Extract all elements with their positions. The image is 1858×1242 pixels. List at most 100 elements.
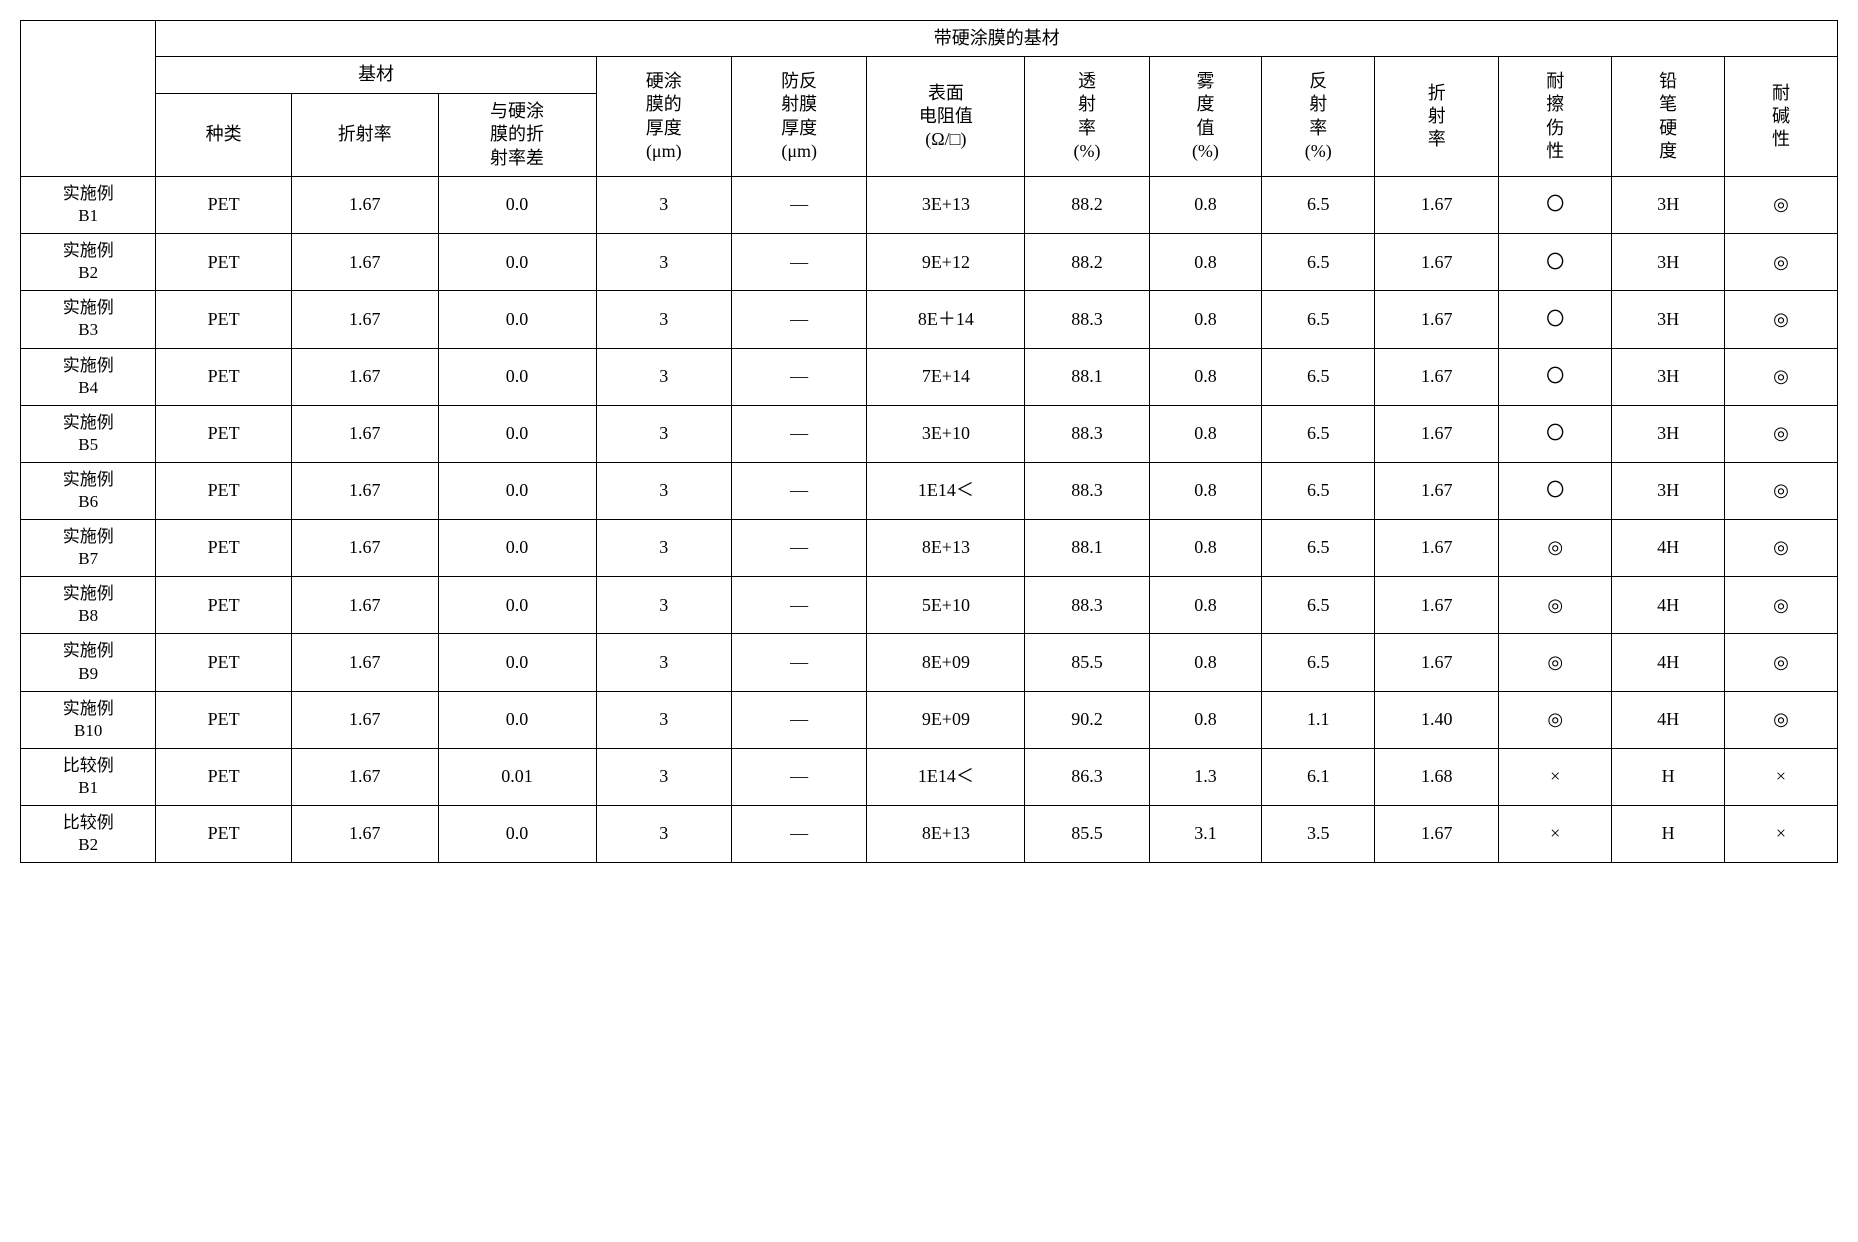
cell-refl: 1.1: [1262, 691, 1375, 748]
cell-trans: 85.5: [1025, 806, 1149, 863]
cell-ri2: 1.67: [1375, 577, 1499, 634]
cell-sr: 8E+09: [867, 634, 1025, 691]
cell-trans: 88.3: [1025, 462, 1149, 519]
pencil-label-1: 铅: [1659, 71, 1677, 91]
refl-label-2: 射: [1309, 94, 1327, 114]
refl-label-3: 率: [1309, 118, 1327, 138]
cell-refl: 6.5: [1262, 291, 1375, 348]
cell-alkali: ◎: [1725, 577, 1838, 634]
cell-ar: —: [731, 291, 866, 348]
cell-ri2: 1.67: [1375, 520, 1499, 577]
row-label: 实施例B4: [21, 348, 156, 405]
cell-ri2: 1.67: [1375, 405, 1499, 462]
cell-scratch: 〇: [1499, 234, 1612, 291]
cell-hc: 3: [596, 405, 731, 462]
cell-refl: 6.5: [1262, 348, 1375, 405]
col-haze: 雾度值(%): [1149, 57, 1262, 177]
haze-label-3: 值: [1196, 118, 1214, 138]
cell-alkali: ◎: [1725, 634, 1838, 691]
cell-ar: —: [731, 234, 866, 291]
cell-scratch: ×: [1499, 806, 1612, 863]
cell-ri2: 1.67: [1375, 176, 1499, 233]
table-row: 实施例B9PET1.670.03—8E+0985.50.86.51.67◎4H◎: [21, 634, 1838, 691]
cell-refl: 6.5: [1262, 234, 1375, 291]
header-row-1: 带硬涂膜的基材: [21, 21, 1838, 57]
cell-ar: —: [731, 405, 866, 462]
cell-ri: 1.67: [291, 520, 438, 577]
cell-alkali: ◎: [1725, 520, 1838, 577]
cell-alkali: ◎: [1725, 348, 1838, 405]
cell-trans: 88.1: [1025, 348, 1149, 405]
cell-pencil: 4H: [1612, 520, 1725, 577]
cell-hc: 3: [596, 291, 731, 348]
col-pencil: 铅笔硬度: [1612, 57, 1725, 177]
cell-scratch: ◎: [1499, 520, 1612, 577]
col-kind: 种类: [156, 93, 291, 176]
cell-diff: 0.0: [438, 405, 596, 462]
cell-haze: 0.8: [1149, 176, 1262, 233]
trans-label-2: 射: [1078, 94, 1096, 114]
cell-trans: 88.2: [1025, 176, 1149, 233]
cell-ri: 1.67: [291, 462, 438, 519]
cell-refl: 6.1: [1262, 748, 1375, 805]
cell-haze: 0.8: [1149, 691, 1262, 748]
col-ri-diff: 与硬涂膜的折射率差: [438, 93, 596, 176]
cell-pencil: 3H: [1612, 176, 1725, 233]
col-ri2: 折射率: [1375, 57, 1499, 177]
cell-diff: 0.0: [438, 348, 596, 405]
cell-trans: 85.5: [1025, 634, 1149, 691]
cell-ri: 1.67: [291, 806, 438, 863]
col-hc-thickness: 硬涂膜的厚度(μm): [596, 57, 731, 177]
cell-pencil: 3H: [1612, 462, 1725, 519]
alkali-label-1: 耐: [1772, 83, 1790, 103]
row-label: 比较例B1: [21, 748, 156, 805]
scratch-label-3: 伤: [1546, 118, 1564, 138]
row-label: 实施例B8: [21, 577, 156, 634]
cell-diff: 0.0: [438, 176, 596, 233]
cell-scratch: 〇: [1499, 176, 1612, 233]
cell-sr: 1E14＜: [867, 748, 1025, 805]
cell-refl: 6.5: [1262, 462, 1375, 519]
trans-label-4: (%): [1073, 141, 1100, 161]
col-scratch: 耐擦伤性: [1499, 57, 1612, 177]
table-row: 实施例B2PET1.670.03—9E+1288.20.86.51.67〇3H◎: [21, 234, 1838, 291]
cell-ri2: 1.67: [1375, 291, 1499, 348]
cell-hc: 3: [596, 806, 731, 863]
cell-scratch: ◎: [1499, 691, 1612, 748]
cell-kind: PET: [156, 748, 291, 805]
ri2-label-1: 折: [1428, 83, 1446, 103]
cell-trans: 88.2: [1025, 234, 1149, 291]
row-label: 实施例B7: [21, 520, 156, 577]
cell-refl: 6.5: [1262, 176, 1375, 233]
table-body: 实施例B1PET1.670.03—3E+1388.20.86.51.67〇3H◎…: [21, 176, 1838, 862]
col-alkali: 耐碱性: [1725, 57, 1838, 177]
cell-pencil: 4H: [1612, 691, 1725, 748]
cell-scratch: 〇: [1499, 348, 1612, 405]
corner-cell: [21, 21, 156, 177]
cell-ar: —: [731, 634, 866, 691]
ar-label-3: 厚度: [781, 118, 817, 138]
cell-ri2: 1.67: [1375, 806, 1499, 863]
hc-label-4: (μm): [646, 141, 682, 161]
cell-kind: PET: [156, 176, 291, 233]
cell-scratch: 〇: [1499, 291, 1612, 348]
cell-haze: 0.8: [1149, 291, 1262, 348]
col-reflectance: 反射率(%): [1262, 57, 1375, 177]
title-cell: 带硬涂膜的基材: [156, 21, 1838, 57]
table-row: 实施例B5PET1.670.03—3E+1088.30.86.51.67〇3H◎: [21, 405, 1838, 462]
haze-label-1: 雾: [1196, 71, 1214, 91]
cell-pencil: H: [1612, 748, 1725, 805]
cell-haze: 0.8: [1149, 348, 1262, 405]
cell-sr: 1E14＜: [867, 462, 1025, 519]
hc-label-3: 厚度: [646, 118, 682, 138]
cell-hc: 3: [596, 176, 731, 233]
cell-haze: 0.8: [1149, 634, 1262, 691]
cell-trans: 88.1: [1025, 520, 1149, 577]
cell-sr: 7E+14: [867, 348, 1025, 405]
cell-kind: PET: [156, 806, 291, 863]
sr-label-2: 电阻值: [919, 106, 973, 126]
cell-sr: 5E+10: [867, 577, 1025, 634]
cell-haze: 1.3: [1149, 748, 1262, 805]
ar-label-2: 射膜: [781, 94, 817, 114]
header-row-2: 基材 硬涂膜的厚度(μm) 防反射膜厚度(μm) 表面电阻值(Ω/□) 透射率(…: [21, 57, 1838, 93]
